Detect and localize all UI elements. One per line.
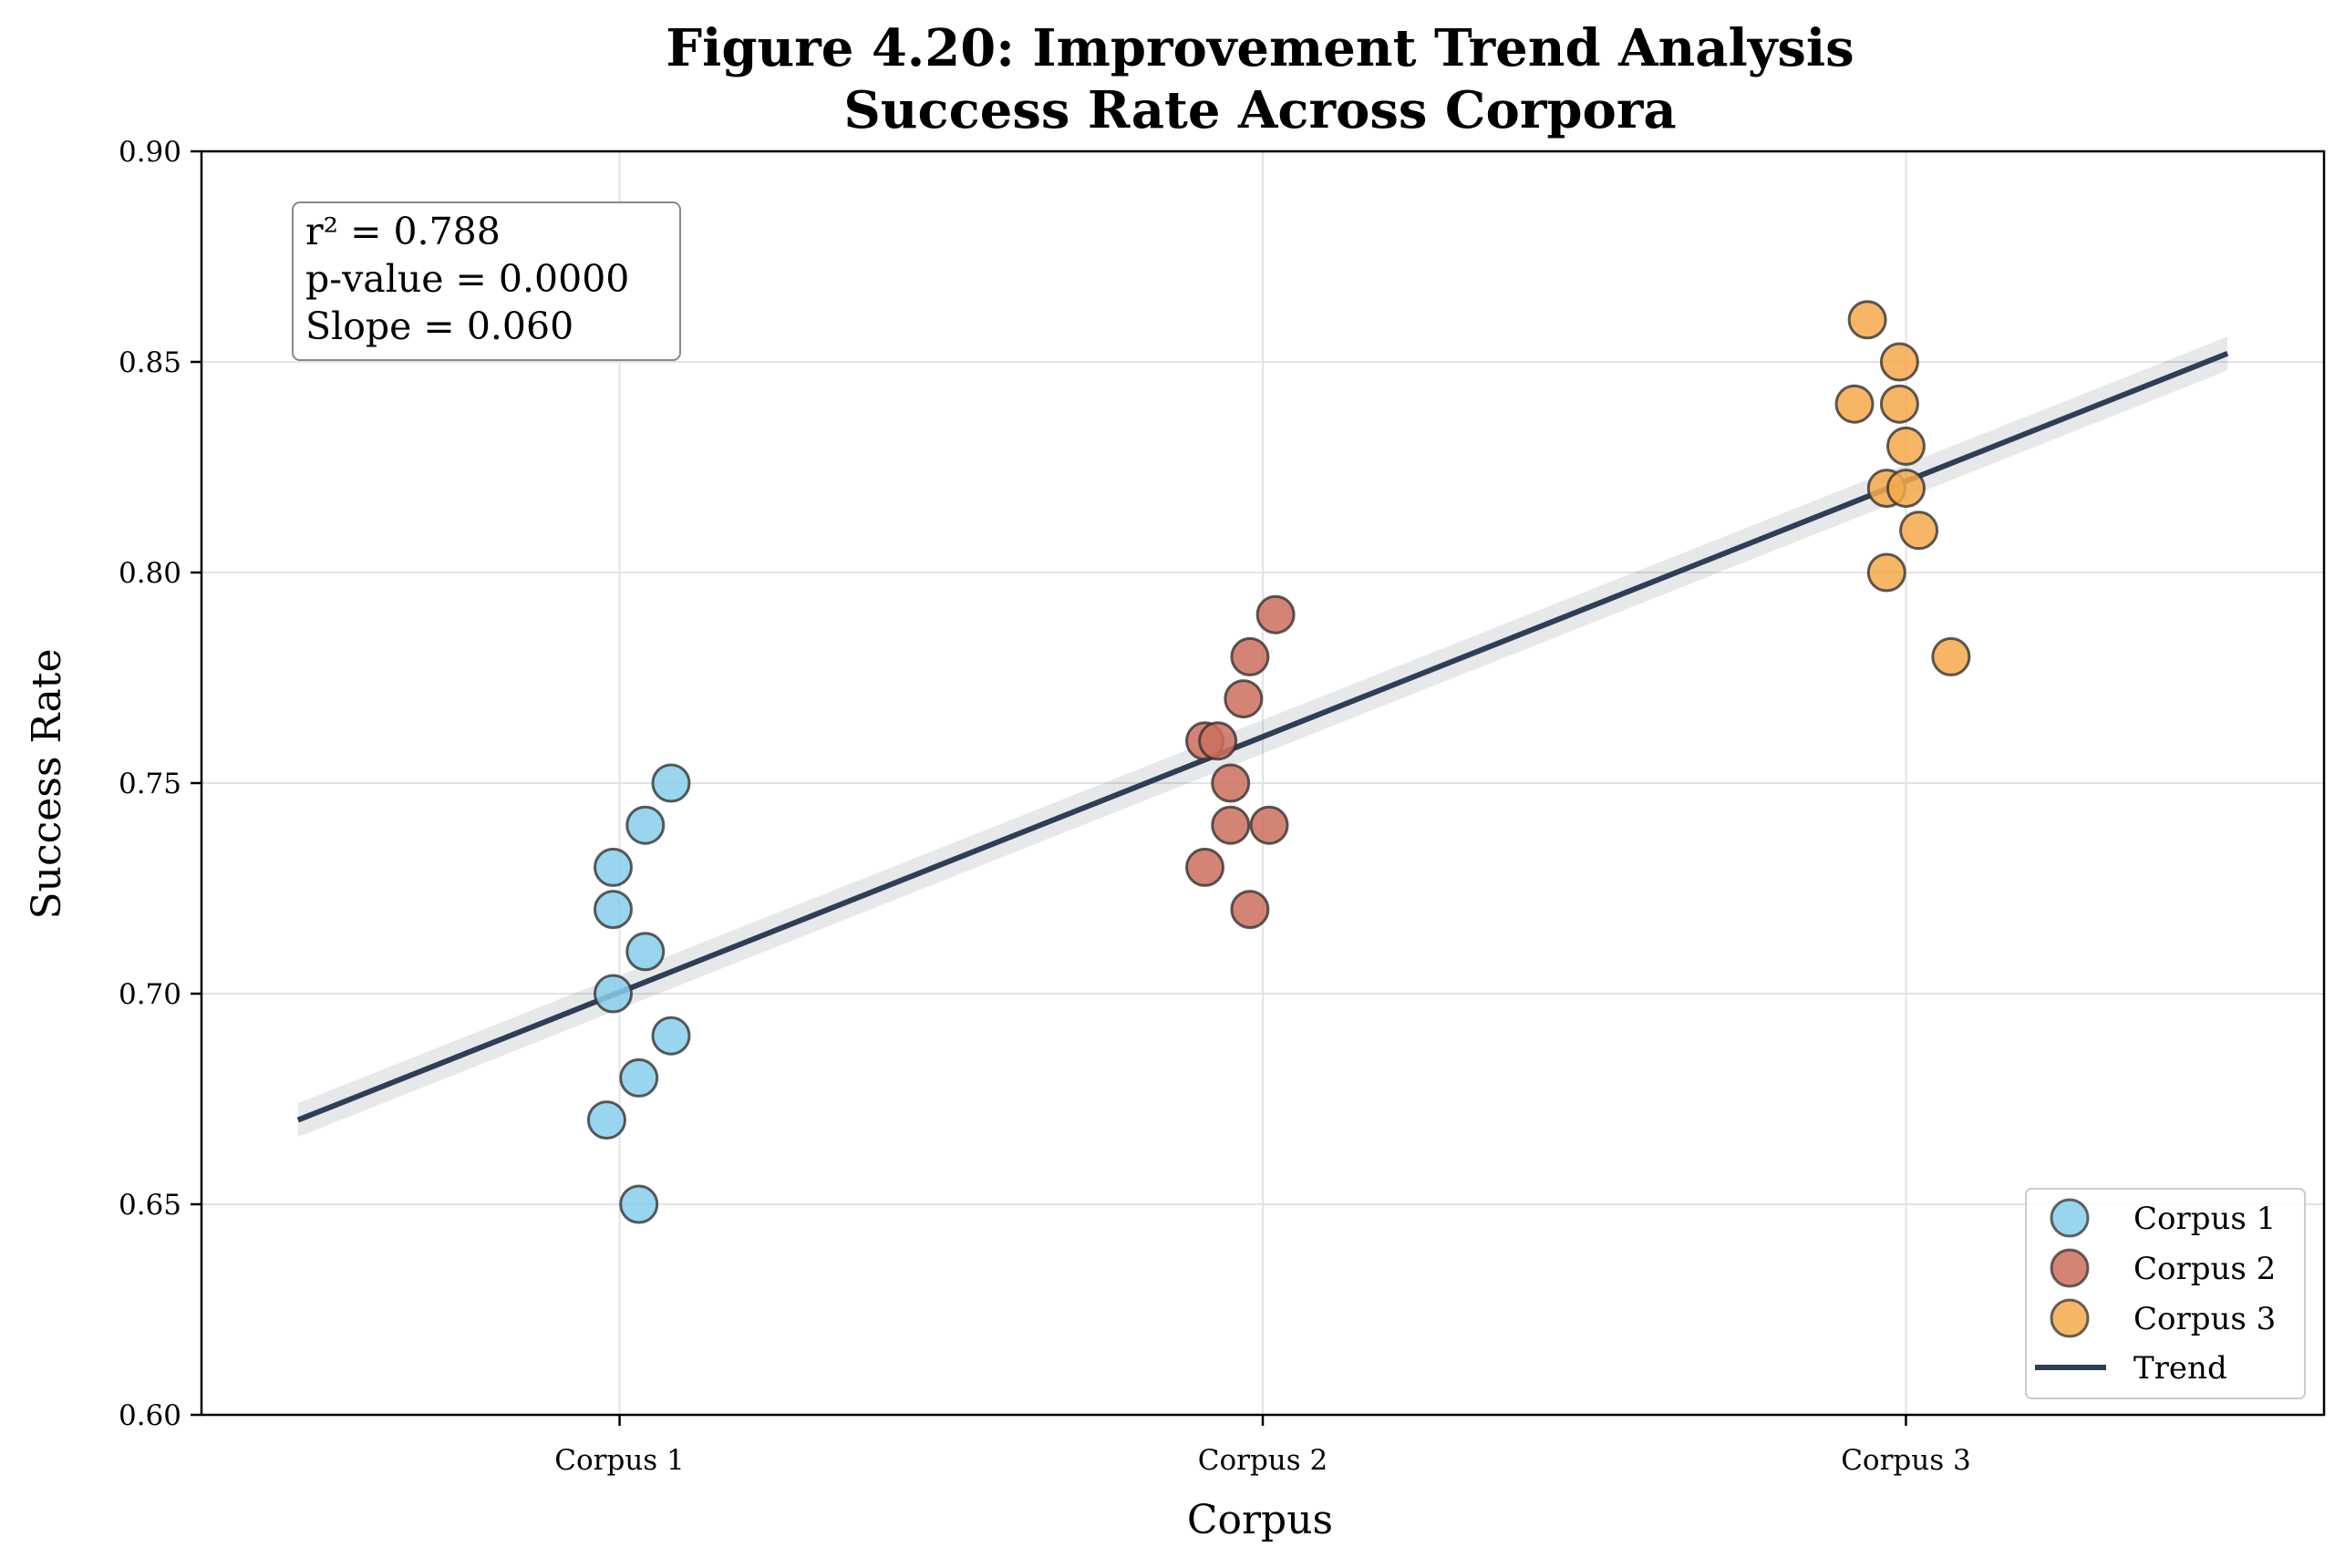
point-corpus-1-0 xyxy=(651,763,691,803)
data-points xyxy=(586,300,1971,1224)
point-corpus-2-8 xyxy=(1185,847,1225,887)
point-corpus-2-5 xyxy=(1211,763,1251,803)
point-corpus-1-5 xyxy=(593,974,633,1014)
point-corpus-1-3 xyxy=(593,890,633,930)
point-corpus-2-1 xyxy=(1230,636,1270,676)
legend-swatch-corpus-3 xyxy=(2050,1298,2090,1338)
tick-labels: 0.60 0.65 0.70 0.75 0.80 0.85 0.90 Corpus 1 Corp… xyxy=(119,136,1971,1477)
x-tick-label-corpus-2: Corpus 2 xyxy=(1198,1444,1328,1477)
point-corpus-3-7 xyxy=(1899,511,1939,551)
y-tick-label-0.75: 0.75 xyxy=(119,768,181,800)
point-corpus-1-6 xyxy=(651,1016,691,1056)
y-tick-label-0.90: 0.90 xyxy=(119,136,181,169)
point-corpus-1-1 xyxy=(625,805,666,845)
x-tick-label-corpus-3: Corpus 3 xyxy=(1841,1444,1971,1477)
point-corpus-1-8 xyxy=(586,1100,626,1140)
point-corpus-3-0 xyxy=(1847,300,1887,340)
y-tick-label-0.85: 0.85 xyxy=(119,346,181,379)
point-corpus-2-9 xyxy=(1230,890,1270,930)
point-corpus-1-4 xyxy=(625,932,666,972)
point-corpus-2-7 xyxy=(1249,805,1289,845)
legend-swatch-corpus-1 xyxy=(2050,1198,2090,1238)
legend-label-corpus-2: Corpus 2 xyxy=(2133,1251,2276,1287)
point-corpus-1-7 xyxy=(619,1057,659,1098)
point-corpus-2-4 xyxy=(1198,721,1238,761)
legend-label-corpus-3: Corpus 3 xyxy=(2133,1301,2276,1337)
y-tick-label-0.80: 0.80 xyxy=(119,557,181,590)
point-corpus-2-6 xyxy=(1211,805,1251,845)
y-tick-label-0.65: 0.65 xyxy=(119,1189,181,1222)
point-corpus-3-4 xyxy=(1885,426,1926,466)
point-corpus-1-9 xyxy=(619,1184,659,1224)
y-tick-label-0.70: 0.70 xyxy=(119,978,181,1011)
point-corpus-3-2 xyxy=(1834,384,1875,424)
point-corpus-3-1 xyxy=(1879,342,1919,382)
y-tick-label-0.60: 0.60 xyxy=(119,1399,181,1432)
point-corpus-2-2 xyxy=(1224,679,1264,719)
stats-r-squared: r² = 0.788 xyxy=(305,210,501,253)
grid xyxy=(201,151,2324,1415)
point-corpus-2-0 xyxy=(1255,594,1296,634)
chart-subtitle: Success Rate Across Corpora xyxy=(843,80,1676,140)
legend-label-corpus-1: Corpus 1 xyxy=(2133,1201,2276,1237)
y-axis-label: Success Rate xyxy=(24,648,70,919)
point-corpus-3-3 xyxy=(1879,384,1919,424)
stats-slope: Slope = 0.060 xyxy=(305,304,573,348)
point-corpus-3-6 xyxy=(1885,469,1926,509)
point-corpus-3-9 xyxy=(1931,636,1971,676)
legend-box xyxy=(2025,1188,2306,1399)
stats-p-value: p-value = 0.0000 xyxy=(305,257,629,301)
stats-box xyxy=(292,201,681,361)
stats-annotation: r² = 0.788 p-value = 0.0000 Slope = 0.06… xyxy=(292,201,681,361)
chart-title: Figure 4.20: Improvement Trend Analysis xyxy=(666,18,1854,78)
x-tick-label-corpus-1: Corpus 1 xyxy=(554,1444,685,1477)
legend-label-trend: Trend xyxy=(2133,1350,2227,1387)
legend-swatch-corpus-2 xyxy=(2050,1248,2090,1288)
x-axis-label: Corpus xyxy=(1187,1497,1333,1543)
legend: Corpus 1 Corpus 2 Corpus 3 Trend xyxy=(2025,1188,2306,1399)
point-corpus-3-8 xyxy=(1866,552,1906,593)
point-corpus-1-2 xyxy=(593,847,633,887)
